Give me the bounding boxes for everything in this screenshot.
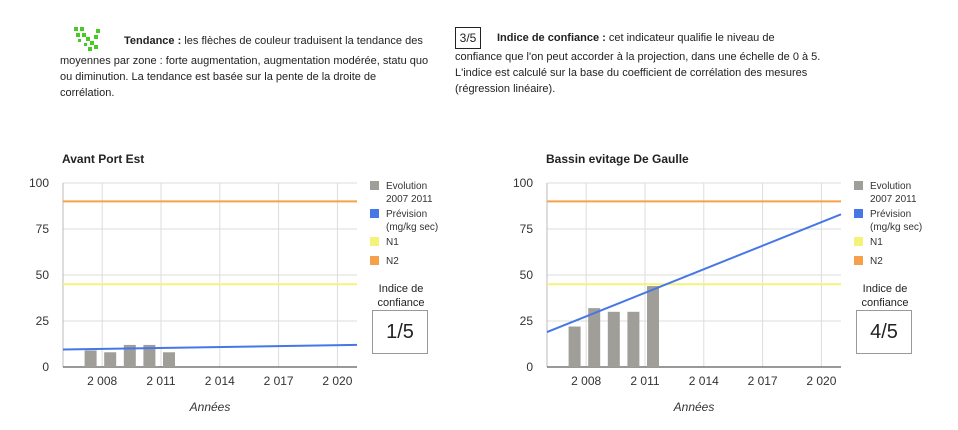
- legend-label-n1: N1: [870, 237, 883, 248]
- legend-label-evolution: Evolution: [386, 181, 427, 192]
- y-tick-label: 75: [36, 222, 50, 236]
- bar: [608, 312, 620, 367]
- legend-swatch: [854, 237, 863, 246]
- legend-label-prevision-unit: (mg/kg sec): [386, 222, 438, 233]
- trend-explanation: Tendance : les flèches de couleur tradui…: [60, 27, 430, 101]
- chart-title-1: Avant Port Est: [62, 152, 144, 166]
- y-tick-label: 50: [36, 268, 50, 282]
- bar: [647, 286, 659, 367]
- y-tick-label: 100: [29, 176, 49, 190]
- bar: [104, 352, 116, 367]
- chart-title-2: Bassin evitage De Gaulle: [546, 152, 689, 166]
- legend-swatch: [854, 181, 863, 190]
- confidence-indicator-2: 4/5: [856, 310, 912, 354]
- legend-swatch: [854, 256, 863, 265]
- x-tick-label: 2 011: [630, 374, 659, 388]
- x-tick-label: 2 017: [264, 374, 294, 388]
- x-tick-label: 2 020: [322, 374, 352, 388]
- confidence-indicator-label-1: Indice de confiance: [361, 282, 441, 310]
- legend-swatch: [370, 181, 379, 190]
- x-tick-label: 2 014: [689, 374, 719, 388]
- x-tick-label: 2 020: [806, 374, 836, 388]
- legend-label-prevision-unit: (mg/kg sec): [870, 222, 922, 233]
- confidence-text-first: cet indicateur qualifie le niveau de: [609, 32, 775, 44]
- legend-swatch: [854, 209, 863, 218]
- legend-swatch: [370, 209, 379, 218]
- legend-label-n2: N2: [386, 256, 399, 267]
- x-tick-label: 2 014: [205, 374, 235, 388]
- legend-label-evolution-years: 2007 2011: [870, 194, 917, 205]
- confidence-label: Indice de confiance :: [497, 32, 606, 44]
- x-tick-label: 2 017: [748, 374, 778, 388]
- x-tick-label: 2 008: [87, 374, 117, 388]
- legend-label-prevision: Prévision: [386, 209, 427, 220]
- y-tick-label: 25: [520, 314, 534, 328]
- y-tick-label: 0: [42, 360, 49, 374]
- x-axis-label: Années: [189, 400, 231, 414]
- y-tick-label: 25: [36, 314, 50, 328]
- x-tick-label: 2 008: [571, 374, 601, 388]
- trend-text-first: les flèches de couleur traduisent la ten…: [184, 35, 423, 47]
- bar: [627, 312, 639, 367]
- legend-label-n1: N1: [386, 237, 399, 248]
- y-tick-label: 75: [520, 222, 534, 236]
- y-tick-label: 50: [520, 268, 534, 282]
- trend-text-rest: moyennes par zone : forte augmentation, …: [60, 53, 430, 101]
- y-tick-label: 0: [526, 360, 533, 374]
- legend-label-n2: N2: [870, 256, 883, 267]
- bar: [163, 352, 175, 367]
- green-diagonal-arrow-icon: [72, 25, 102, 53]
- prevision-line: [547, 214, 841, 332]
- confidence-indicator-label-2: Indice de confiance: [845, 282, 925, 310]
- bar: [569, 327, 581, 367]
- bar: [588, 308, 600, 367]
- x-axis-label: Années: [673, 400, 715, 414]
- prevision-line: [63, 345, 357, 350]
- legend-swatch: [370, 256, 379, 265]
- confidence-sample-box: 3/5: [455, 27, 481, 49]
- confidence-indicator-1: 1/5: [372, 310, 428, 354]
- legend-label-prevision: Prévision: [870, 209, 911, 220]
- x-tick-label: 2 011: [146, 374, 175, 388]
- y-tick-label: 100: [513, 176, 533, 190]
- legend-label-evolution-years: 2007 2011: [386, 194, 433, 205]
- legend-swatch: [370, 237, 379, 246]
- trend-label: Tendance :: [124, 35, 181, 47]
- confidence-explanation: 3/5 Indice de confiance : cet indicateur…: [455, 27, 825, 97]
- legend-label-evolution: Evolution: [870, 181, 911, 192]
- bar: [85, 350, 97, 367]
- confidence-text-rest: confiance que l'on peut accorder à la pr…: [455, 49, 825, 97]
